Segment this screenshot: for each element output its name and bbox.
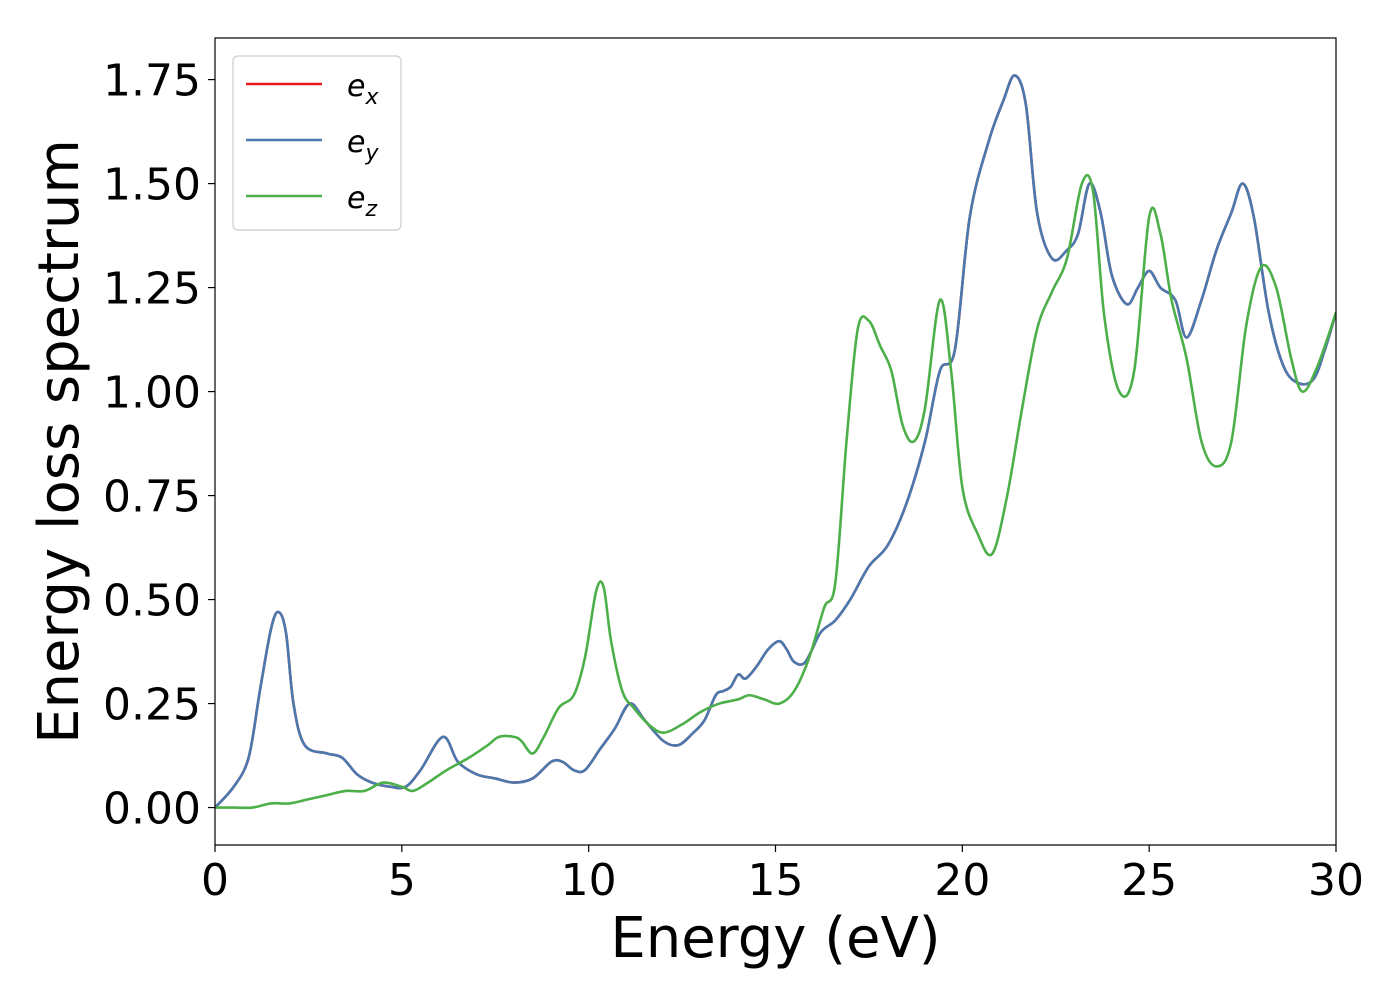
series-line-e-z bbox=[215, 173, 1336, 810]
legend-box bbox=[232, 55, 402, 231]
x-tick-label: 25 bbox=[1121, 855, 1177, 906]
y-tick-label: 1.50 bbox=[103, 160, 201, 211]
x-tick-label: 30 bbox=[1308, 855, 1364, 906]
series-lines bbox=[215, 74, 1336, 810]
y-tick-label: 1.75 bbox=[103, 56, 201, 107]
x-axis-title: Energy (eV) bbox=[610, 906, 940, 971]
y-axis-title: Energy loss spectrum bbox=[27, 139, 92, 744]
x-axis: 0 5 10 15 20 25 30 bbox=[201, 845, 1364, 906]
legend: ex ey ez bbox=[232, 55, 402, 231]
y-tick-label: 0.25 bbox=[103, 680, 201, 731]
y-tick-label: 1.25 bbox=[103, 264, 201, 315]
x-tick-label: 20 bbox=[934, 855, 990, 906]
legend-label-e-y: ey bbox=[347, 125, 379, 166]
x-tick-label: 15 bbox=[748, 855, 804, 906]
y-tick-label: 0.50 bbox=[103, 576, 201, 627]
y-tick-label: 0.75 bbox=[103, 472, 201, 523]
x-tick-label: 5 bbox=[388, 855, 416, 906]
y-tick-label: 1.00 bbox=[103, 368, 201, 419]
legend-label-e-x: ex bbox=[347, 69, 379, 110]
y-tick-label: 0.00 bbox=[103, 784, 201, 835]
legend-label-e-z: ez bbox=[347, 181, 377, 222]
x-tick-label: 10 bbox=[561, 855, 617, 906]
x-tick-label: 0 bbox=[201, 855, 229, 906]
y-axis: 0.00 0.25 0.50 0.75 1.00 1.25 1.50 1.75 bbox=[103, 56, 215, 835]
